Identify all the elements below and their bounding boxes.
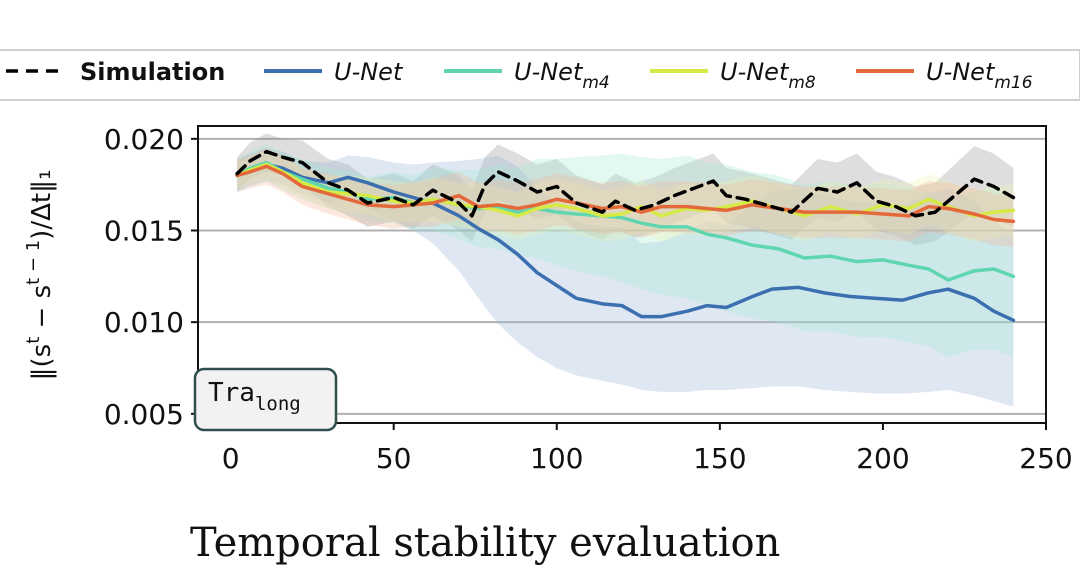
legend-label-unet: U-Net: [334, 58, 404, 86]
y-tick-label-0: 0.005: [104, 398, 184, 431]
legend-label-unet-m16-base: U-Net: [926, 58, 996, 86]
plot-frame: [197, 125, 1047, 424]
figure-caption: Temporal stability evaluation: [190, 520, 780, 566]
x-tick-label-0: 0: [222, 442, 240, 475]
legend-entry-unet-m16: U-Netm16: [856, 58, 1033, 93]
plot-area: 0 50 100 150 200 250 0.005 0.010 0.015 0.020: [104, 123, 1073, 475]
axis-ticks: 0 50 100 150 200 250 0.005 0.010 0.015 0.020: [104, 123, 1073, 475]
series-line-3: [235, 162, 1016, 218]
legend-label-unet-m4: U-Netm4: [514, 58, 610, 93]
band-3: [237, 149, 1014, 242]
legend-label-unet-m4-sub: m4: [582, 73, 609, 93]
dataset-badge-frame: [193, 367, 338, 432]
y-tick-label-1: 0.010: [104, 306, 184, 339]
grid-lines: [198, 137, 1046, 415]
x-tick-label-4: 200: [856, 442, 909, 475]
x-tick-label-5: 250: [1019, 442, 1072, 475]
series-lines: [235, 149, 1016, 323]
y-axis-label-suffix: )/Δt‖₁: [27, 170, 57, 240]
dataset-badge-label: Tralong: [208, 378, 301, 415]
legend: Simulation U-Net U-Netm4 U-Netm8 U-Netm1…: [0, 49, 1080, 101]
legend-label-unet-m8: U-Netm8: [720, 58, 816, 93]
y-tick-label-2: 0.015: [104, 215, 184, 248]
series-line-1: [235, 162, 1016, 323]
legend-frame: [0, 49, 1080, 101]
legend-label-unet-m8-sub: m8: [788, 73, 816, 93]
legend-label-unet-m16-sub: m16: [994, 73, 1032, 93]
series-line-0: [235, 149, 1016, 218]
dataset-badge-subscript: long: [255, 393, 301, 415]
legend-label-simulation: Simulation: [80, 58, 225, 86]
band-0: [237, 133, 1014, 246]
legend-entry-simulation: Simulation: [6, 58, 225, 86]
y-axis-label-prefix: ‖(s: [27, 344, 57, 381]
dataset-badge-text: Tra: [208, 378, 255, 408]
y-tick-label-3: 0.020: [104, 123, 184, 156]
y-axis-label-sup2: t − 1: [23, 240, 44, 285]
y-axis-label: ‖(st − st − 1)/Δt‖₁: [23, 170, 57, 381]
legend-label-unet-m16: U-Netm16: [926, 58, 1033, 93]
x-tick-label-3: 150: [693, 442, 746, 475]
series-line-4: [235, 164, 1016, 224]
legend-label-unet-m4-base: U-Net: [514, 58, 584, 86]
legend-entry-unet-m4: U-Netm4: [444, 58, 610, 93]
legend-entry-unet-m8: U-Netm8: [650, 58, 816, 93]
legend-entry-unet: U-Net: [264, 58, 404, 86]
band-4: [237, 148, 1014, 247]
legend-label-unet-m8-base: U-Net: [720, 58, 790, 86]
plot-background: [198, 126, 1046, 423]
band-2: [237, 144, 1014, 357]
x-tick-label-1: 50: [376, 442, 412, 475]
dataset-badge: Tralong: [193, 367, 338, 432]
y-axis-label-sup1: t: [23, 337, 44, 344]
x-tick-label-2: 100: [530, 442, 583, 475]
y-axis-label-mid: − s: [27, 285, 57, 337]
